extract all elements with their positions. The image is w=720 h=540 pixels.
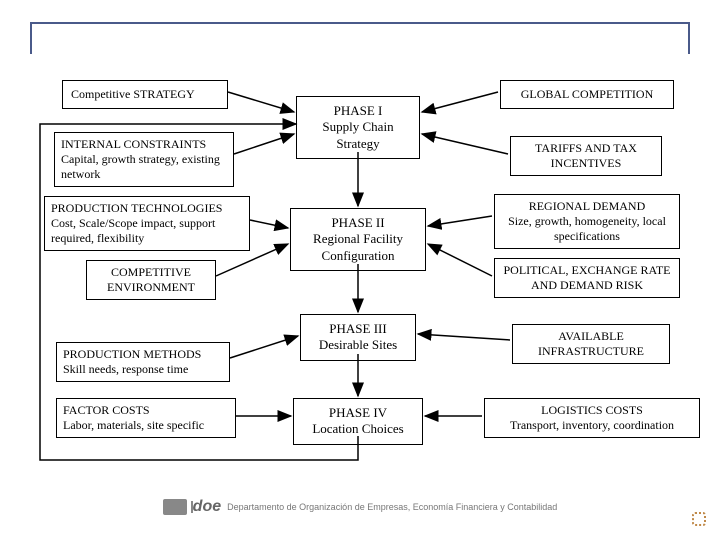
box-regional-demand: REGIONAL DEMANDSize, growth, homogeneity… bbox=[494, 194, 680, 249]
box-production-technologies: PRODUCTION TECHNOLOGIESCost, Scale/Scope… bbox=[44, 196, 250, 251]
box-competitive-environment: COMPETITIVE ENVIRONMENT bbox=[86, 260, 216, 300]
footer-brand: doe bbox=[193, 498, 221, 516]
phase-1: PHASE ISupply Chain Strategy bbox=[296, 96, 420, 159]
box-available-infra: AVAILABLE INFRASTRUCTURE bbox=[512, 324, 670, 364]
phase-4: PHASE IVLocation Choices bbox=[293, 398, 423, 445]
footer-text: Departamento de Organización de Empresas… bbox=[227, 502, 557, 512]
box-competitive-strategy: Competitive STRATEGY bbox=[62, 80, 228, 109]
box-political-risk: POLITICAL, EXCHANGE RATE AND DEMAND RISK bbox=[494, 258, 680, 298]
phase-3: PHASE IIIDesirable Sites bbox=[300, 314, 416, 361]
box-logistics-costs: LOGISTICS COSTSTransport, inventory, coo… bbox=[484, 398, 700, 438]
phase-2: PHASE IIRegional Facility Configuration bbox=[290, 208, 426, 271]
corner-ornament-icon bbox=[692, 512, 706, 526]
box-internal-constraints: INTERNAL CONSTRAINTSCapital, growth stra… bbox=[54, 132, 234, 187]
footer: doe Departamento de Organización de Empr… bbox=[0, 498, 720, 520]
box-production-methods: PRODUCTION METHODSSkill needs, response … bbox=[56, 342, 230, 382]
box-factor-costs: FACTOR COSTSLabor, materials, site speci… bbox=[56, 398, 236, 438]
box-global-competition: GLOBAL COMPETITION bbox=[500, 80, 674, 109]
slide-frame bbox=[30, 22, 690, 54]
footer-logo-icon bbox=[163, 499, 187, 515]
box-tariffs-tax: TARIFFS AND TAX INCENTIVES bbox=[510, 136, 662, 176]
